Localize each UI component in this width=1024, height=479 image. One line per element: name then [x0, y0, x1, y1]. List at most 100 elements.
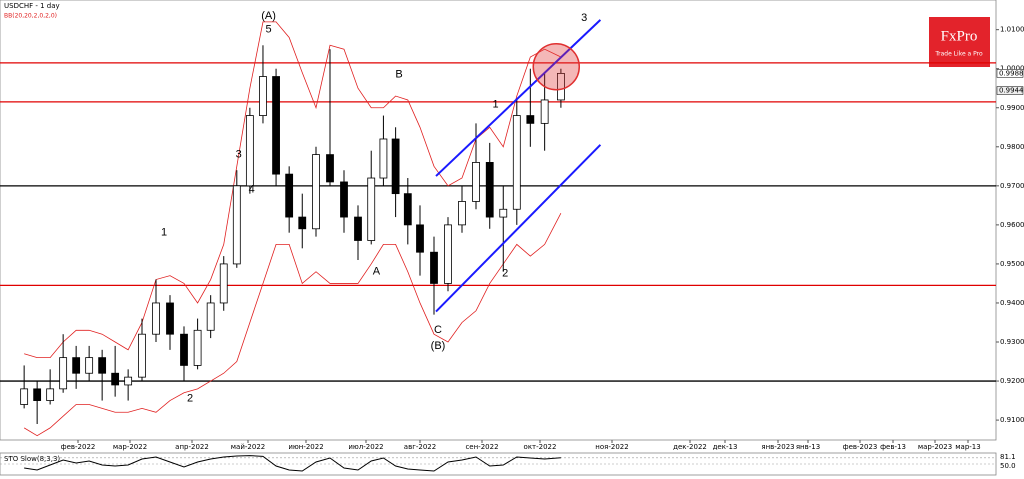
y-tick-label: 0.9600	[1000, 221, 1024, 229]
wave-label: 3	[581, 12, 587, 24]
bollinger-band	[23, 212, 562, 437]
candle-body	[46, 388, 55, 401]
x-tick-label: мар-13	[955, 443, 980, 451]
stochastic-frame	[0, 452, 997, 476]
price-marker-box	[996, 69, 1024, 78]
x-tick-label: май-2022	[231, 443, 265, 451]
candle-body	[379, 138, 388, 179]
wave-label: B	[395, 68, 402, 80]
candle-body	[138, 333, 146, 378]
stochastic-tick-label: 50.0	[1000, 462, 1016, 470]
candle-body	[512, 115, 521, 210]
y-tick-label: 0.9800	[1000, 143, 1024, 151]
wave-label: A	[373, 266, 381, 278]
channel-line	[435, 144, 602, 313]
x-tick-label: дек-13	[713, 443, 738, 451]
candle-body	[272, 76, 280, 175]
wave-label: 2	[187, 393, 193, 405]
candle-body	[245, 115, 254, 187]
candle-body	[472, 162, 480, 202]
candle-body	[98, 357, 107, 374]
candle-body	[540, 99, 549, 124]
candle-body	[219, 263, 228, 304]
y-tick-label: 0.9400	[1000, 299, 1024, 307]
x-tick-label: фев-2023	[843, 443, 878, 451]
wave-label: (A)	[261, 10, 276, 22]
logo-tagline: Trade Like a Pro	[934, 51, 983, 58]
candle-body	[72, 357, 81, 374]
candle-body	[285, 173, 294, 218]
y-tick-label: 0.9700	[1000, 182, 1024, 190]
wave-label: 2	[502, 268, 508, 280]
y-tick-label: 1.0100	[1000, 26, 1024, 34]
x-tick-label: авг-2022	[404, 443, 436, 451]
highlight-circle	[532, 43, 581, 91]
x-tick-label: апр-2022	[175, 443, 209, 451]
candle-body	[354, 216, 362, 241]
x-tick-label: янв-2023	[761, 443, 794, 451]
candle-body	[20, 388, 29, 405]
candle-body	[85, 357, 94, 374]
wave-label: 1	[161, 227, 167, 239]
candle-body	[152, 302, 160, 335]
candle-body	[557, 72, 565, 101]
y-tick-label: 0.9100	[1000, 416, 1024, 424]
wave-label: 3	[236, 149, 242, 161]
candle-body	[416, 224, 424, 253]
indicator-label: BB(20,20,2,0,2,0)	[4, 13, 57, 20]
candle-body	[403, 193, 412, 226]
candle-body	[259, 76, 267, 116]
wave-label: (B)	[431, 340, 446, 352]
price-marker-box	[996, 86, 1024, 95]
x-tick-label: сен-2022	[465, 443, 498, 451]
candle-body	[124, 376, 133, 386]
price-marker-label: 0.9944	[999, 87, 1024, 95]
price-marker-label: 0.9988	[999, 69, 1024, 77]
x-tick-label: июл-2022	[348, 443, 383, 451]
chart-title: USDCHF - 1 day	[4, 2, 60, 10]
candle-body	[391, 138, 400, 195]
candle-body	[367, 177, 376, 241]
logo-box	[929, 17, 990, 67]
x-tick-label: мар-2022	[113, 443, 147, 451]
x-tick-label: мар-2023	[918, 443, 952, 451]
candle-body	[326, 154, 334, 183]
stochastic-title: STO Slow(8,3,3)	[4, 455, 60, 463]
x-tick-label: фев-2022	[61, 443, 96, 451]
candle-body	[206, 302, 215, 331]
stochastic-line	[24, 455, 561, 472]
candle-body	[111, 372, 120, 386]
candle-body	[485, 162, 494, 218]
plot-frame	[0, 0, 997, 441]
bollinger-band	[24, 21, 562, 359]
x-tick-label: окт-2022	[524, 443, 557, 451]
wave-label: 4	[249, 184, 255, 196]
wave-label: 5	[266, 24, 272, 36]
y-tick-label: 0.9200	[1000, 377, 1024, 385]
wave-label: 1	[492, 99, 498, 111]
x-tick-label: фев-13	[880, 443, 906, 451]
candle-body	[298, 216, 307, 230]
y-tick-label: 0.9300	[1000, 338, 1024, 346]
candle-body	[166, 302, 174, 335]
channel-line	[435, 19, 602, 177]
candle-body	[458, 201, 466, 226]
candle-body	[232, 185, 241, 265]
candle-body	[193, 329, 202, 366]
candle-body	[444, 224, 452, 284]
y-tick-label: 1.0000	[1000, 65, 1024, 73]
candle-body	[499, 208, 508, 218]
candle-body	[312, 154, 320, 230]
candle-body	[340, 181, 348, 218]
y-tick-label: 0.9900	[1000, 104, 1024, 112]
x-tick-label: янв-13	[796, 443, 820, 451]
candle-body	[59, 357, 68, 390]
x-tick-label: ноя-2022	[595, 443, 628, 451]
wave-label: C	[434, 324, 442, 336]
candle-body	[180, 333, 188, 366]
candle-body	[33, 388, 42, 401]
logo-name: FxPro	[941, 28, 978, 44]
candle-body	[430, 251, 438, 284]
x-tick-label: июн-2022	[288, 443, 323, 451]
